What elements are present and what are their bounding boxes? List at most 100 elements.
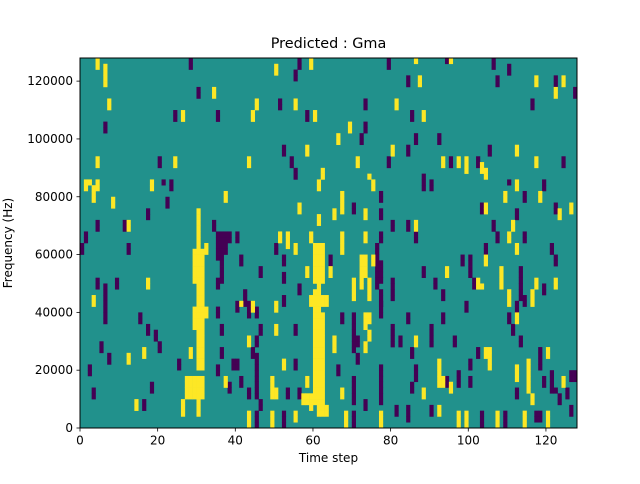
heatmap-cell-high [274, 323, 279, 331]
heatmap-cell-high [545, 422, 551, 429]
heatmap-cell-high [487, 352, 492, 359]
heatmap-cell-low [219, 329, 224, 336]
heatmap-cell-high [192, 393, 197, 400]
heatmap-cell-low [479, 410, 485, 417]
heatmap-cell-high [270, 375, 275, 383]
heatmap-cell-low [297, 58, 302, 65]
heatmap-cell-low [285, 387, 290, 394]
heatmap-cell-low [573, 375, 578, 383]
heatmap-cell-low [196, 92, 201, 99]
heatmap-cell-high [196, 358, 201, 365]
heatmap-cell-low [378, 266, 384, 273]
heatmap-cell-high [312, 254, 318, 261]
heatmap-cell-high [200, 335, 205, 342]
heatmap-cell-low [378, 208, 384, 215]
heatmap-cell-low [281, 416, 287, 423]
heatmap-cell-low [80, 243, 85, 250]
heatmap-cell-high [367, 312, 372, 319]
heatmap-cell-high [312, 393, 318, 400]
heatmap-cell-low [95, 219, 100, 226]
heatmap-cell-high [316, 375, 322, 383]
heatmap-cell-low [336, 370, 341, 377]
heatmap-cell-low [491, 58, 496, 65]
heatmap-cell-low [254, 370, 259, 377]
heatmap-cell-high [320, 300, 325, 307]
heatmap-cell-low [293, 323, 298, 331]
heatmap-cell-low [518, 341, 523, 348]
heatmap-cell-low [281, 150, 287, 157]
heatmap-cell-high [305, 399, 310, 406]
heatmap-cell-low [406, 410, 411, 417]
heatmap-cell-low [468, 254, 473, 261]
heatmap-cell-low [375, 243, 380, 250]
heatmap-cell-high [196, 318, 201, 325]
y-axis-label: Frequency (Hz) [1, 198, 15, 289]
heatmap-cell-low [212, 225, 217, 232]
heatmap-cell-high [200, 364, 205, 371]
heatmap-cell-high [464, 162, 469, 169]
heatmap-cell-low [433, 277, 438, 284]
heatmap-cell-high [223, 375, 228, 383]
heatmap-cell-high [336, 133, 341, 140]
heatmap-cell-high [246, 335, 252, 342]
heatmap-cell-high [309, 295, 314, 302]
heatmap-cell-high [200, 358, 205, 365]
heatmap-cell-high [192, 323, 197, 331]
heatmap-cell-high [146, 277, 151, 284]
heatmap-cell-high [204, 306, 209, 313]
heatmap-cell-high [281, 358, 287, 365]
heatmap-cell-low [351, 329, 356, 336]
heatmap-cell-high [250, 115, 256, 122]
heatmap-cell-high [200, 318, 205, 325]
heatmap-cell-low [95, 283, 100, 290]
heatmap-cell-high [320, 312, 325, 319]
heatmap-cell-low [503, 422, 508, 429]
heatmap-cell-low [239, 375, 244, 383]
heatmap-cell-high [534, 156, 539, 163]
heatmap-cell-high [312, 115, 318, 122]
heatmap-cell-low [429, 341, 434, 348]
heatmap-cell-low [351, 208, 356, 215]
heatmap-cell-low [138, 318, 143, 325]
heatmap-cell-high [192, 248, 197, 255]
heatmap-cell-low [410, 381, 415, 388]
heatmap-cell-low [355, 341, 360, 348]
heatmap-cell-low [437, 138, 442, 146]
heatmap-cell-low [378, 277, 384, 284]
heatmap-cell-low [351, 375, 356, 383]
heatmap-cell-low [538, 410, 543, 417]
heatmap-cell-low [254, 381, 259, 388]
heatmap-cell-low [375, 248, 380, 255]
heatmap-cell-low [553, 81, 558, 88]
heatmap-cell-low [476, 156, 481, 163]
heatmap-cell-high [359, 260, 364, 267]
heatmap-cell-low [386, 63, 391, 70]
heatmap-cell-high [312, 306, 318, 313]
heatmap-cell-high [316, 283, 322, 290]
heatmap-cell-high [363, 323, 368, 331]
heatmap-cell-low [359, 133, 364, 140]
heatmap-cell-low [468, 260, 473, 267]
heatmap-cell-low [246, 387, 252, 394]
heatmap-cell-high [309, 399, 314, 406]
heatmap-cell-high [196, 243, 201, 250]
heatmap-cell-high [324, 410, 329, 417]
heatmap-cell-high [274, 306, 279, 313]
heatmap-cell-high [246, 162, 252, 169]
heatmap-cell-high [324, 300, 329, 307]
heatmap-cell-high [561, 381, 566, 388]
heatmap-cell-high [561, 75, 566, 82]
heatmap-cell-low [297, 283, 302, 290]
heatmap-cell-low [91, 387, 96, 394]
heatmap-cell-high [320, 323, 325, 331]
heatmap-cell-high [320, 271, 325, 278]
heatmap-cell-high [534, 75, 539, 82]
heatmap-cell-high [320, 370, 325, 377]
heatmap-cell-low [375, 260, 380, 267]
heatmap-cell-low [460, 254, 465, 261]
heatmap-cell-low [561, 162, 566, 169]
heatmap-cell-low [103, 121, 108, 128]
heatmap-cell-high [367, 335, 372, 342]
heatmap-cell-high [301, 393, 306, 400]
heatmap-cell-low [254, 410, 259, 417]
